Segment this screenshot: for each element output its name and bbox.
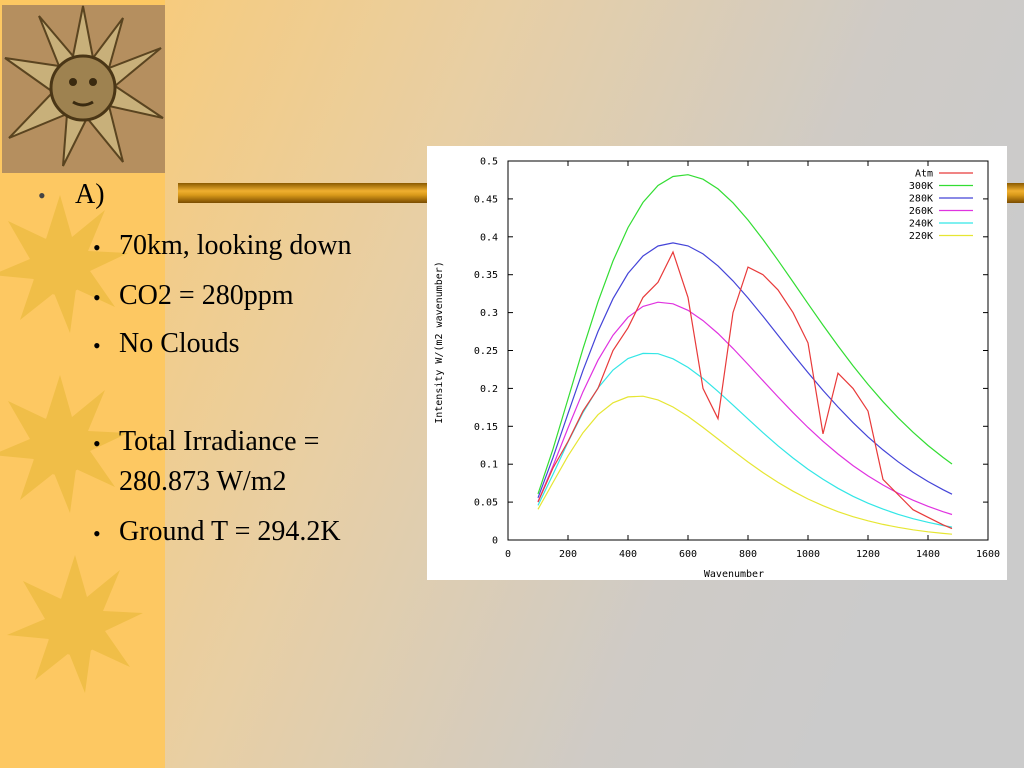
x-tick-label: 600 bbox=[679, 549, 697, 560]
y-tick-label: 0.15 bbox=[474, 422, 498, 433]
series-line bbox=[537, 250, 953, 530]
x-tick-label: 0 bbox=[505, 549, 511, 560]
legend-label: 280K bbox=[909, 194, 933, 205]
bullet: • bbox=[93, 235, 101, 260]
y-tick-label: 0.25 bbox=[474, 346, 498, 357]
chart: 0 0.05 0.1 0.15 0.2 0.25 0.3 0.35 0.4 0.45 0.5 0 200… bbox=[434, 157, 1000, 581]
y-tick-label: 0.45 bbox=[474, 194, 498, 205]
y-tick-label: 0.2 bbox=[480, 384, 498, 395]
series-line bbox=[537, 352, 953, 528]
bullet: • bbox=[93, 521, 101, 546]
y-tick-label: 0.3 bbox=[480, 308, 498, 319]
heading: A) bbox=[75, 179, 105, 210]
y-tick-label: 0.4 bbox=[480, 232, 498, 243]
bullet: • bbox=[93, 285, 101, 310]
bullet: • bbox=[93, 333, 101, 358]
legend-label: 240K bbox=[909, 219, 933, 230]
bullet-text: Total Irradiance = 280.873 W/m2 bbox=[119, 426, 320, 497]
bullet-text: No Clouds bbox=[119, 328, 240, 359]
bullet: • bbox=[38, 183, 46, 208]
bullet-text: Ground T = 294.2K bbox=[119, 516, 341, 547]
x-tick-label: 1200 bbox=[856, 549, 880, 560]
legend-label: 220K bbox=[909, 231, 933, 242]
sun-picture-art bbox=[4, 5, 164, 167]
x-tick-label: 1600 bbox=[976, 549, 1000, 560]
y-tick-label: 0 bbox=[492, 536, 498, 547]
legend-label: Atm bbox=[915, 169, 933, 180]
bullet-text: CO2 = 280ppm bbox=[119, 280, 294, 311]
y-tick-label: 0.5 bbox=[480, 157, 498, 168]
x-tick-label: 400 bbox=[619, 549, 637, 560]
bullet-text: 70km, looking down bbox=[119, 230, 352, 261]
x-axis-label: Wavenumber bbox=[704, 569, 764, 580]
legend-label: 300K bbox=[909, 181, 933, 192]
series-line bbox=[537, 174, 953, 495]
series-line bbox=[537, 395, 953, 535]
y-tick-label: 0.05 bbox=[474, 498, 498, 509]
bullet: • bbox=[93, 431, 101, 456]
x-tick-label: 1000 bbox=[796, 549, 820, 560]
series-line bbox=[537, 242, 953, 499]
y-axis-label: Intensity W/(m2 wavenumber) bbox=[434, 261, 445, 424]
y-tick-label: 0.35 bbox=[474, 270, 498, 281]
x-tick-label: 1400 bbox=[916, 549, 940, 560]
x-tick-label: 800 bbox=[739, 549, 757, 560]
series-line bbox=[537, 301, 953, 516]
x-tick-label: 200 bbox=[559, 549, 577, 560]
y-tick-label: 0.1 bbox=[480, 460, 498, 471]
legend-label: 260K bbox=[909, 206, 933, 217]
